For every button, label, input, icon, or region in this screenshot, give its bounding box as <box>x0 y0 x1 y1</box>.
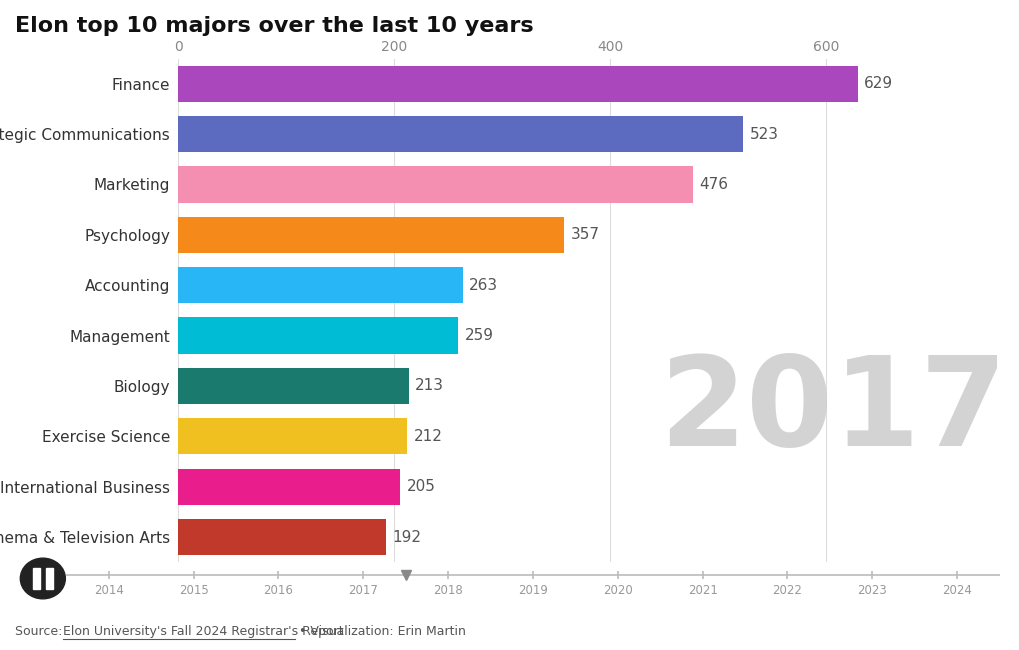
Text: 2024: 2024 <box>942 584 971 597</box>
Bar <box>178 116 743 152</box>
Text: 192: 192 <box>392 530 421 545</box>
Bar <box>178 519 385 555</box>
Text: 523: 523 <box>749 127 779 142</box>
Text: 263: 263 <box>469 278 497 292</box>
Text: Source:: Source: <box>15 625 66 638</box>
Bar <box>178 368 409 404</box>
Text: 2020: 2020 <box>602 584 632 597</box>
Text: 212: 212 <box>414 429 442 444</box>
Text: 259: 259 <box>465 328 493 343</box>
Text: 476: 476 <box>698 177 728 192</box>
Text: 2021: 2021 <box>687 584 717 597</box>
Bar <box>178 166 692 203</box>
Circle shape <box>20 558 65 599</box>
Bar <box>178 469 399 505</box>
Text: 2022: 2022 <box>771 584 802 597</box>
Text: Elon University's Fall 2024 Registrar's Report: Elon University's Fall 2024 Registrar's … <box>63 625 343 638</box>
Text: 2019: 2019 <box>518 584 547 597</box>
Bar <box>178 267 462 304</box>
Text: 213: 213 <box>415 378 443 393</box>
Bar <box>178 216 564 253</box>
Text: 2015: 2015 <box>178 584 208 597</box>
Text: 2016: 2016 <box>263 584 293 597</box>
Text: 629: 629 <box>863 76 893 91</box>
Text: 357: 357 <box>570 227 599 242</box>
Text: 2017: 2017 <box>659 350 1007 472</box>
Bar <box>46 568 53 589</box>
Text: Elon top 10 majors over the last 10 years: Elon top 10 majors over the last 10 year… <box>15 16 533 36</box>
Text: 205: 205 <box>406 479 435 494</box>
Bar <box>178 317 458 354</box>
Bar <box>178 418 407 454</box>
Text: • Visualization: Erin Martin: • Visualization: Erin Martin <box>296 625 466 638</box>
Text: 2023: 2023 <box>857 584 887 597</box>
Bar <box>33 568 40 589</box>
Bar <box>178 66 857 102</box>
Text: 2017: 2017 <box>347 584 378 597</box>
Text: 2018: 2018 <box>433 584 463 597</box>
Text: 2014: 2014 <box>94 584 123 597</box>
